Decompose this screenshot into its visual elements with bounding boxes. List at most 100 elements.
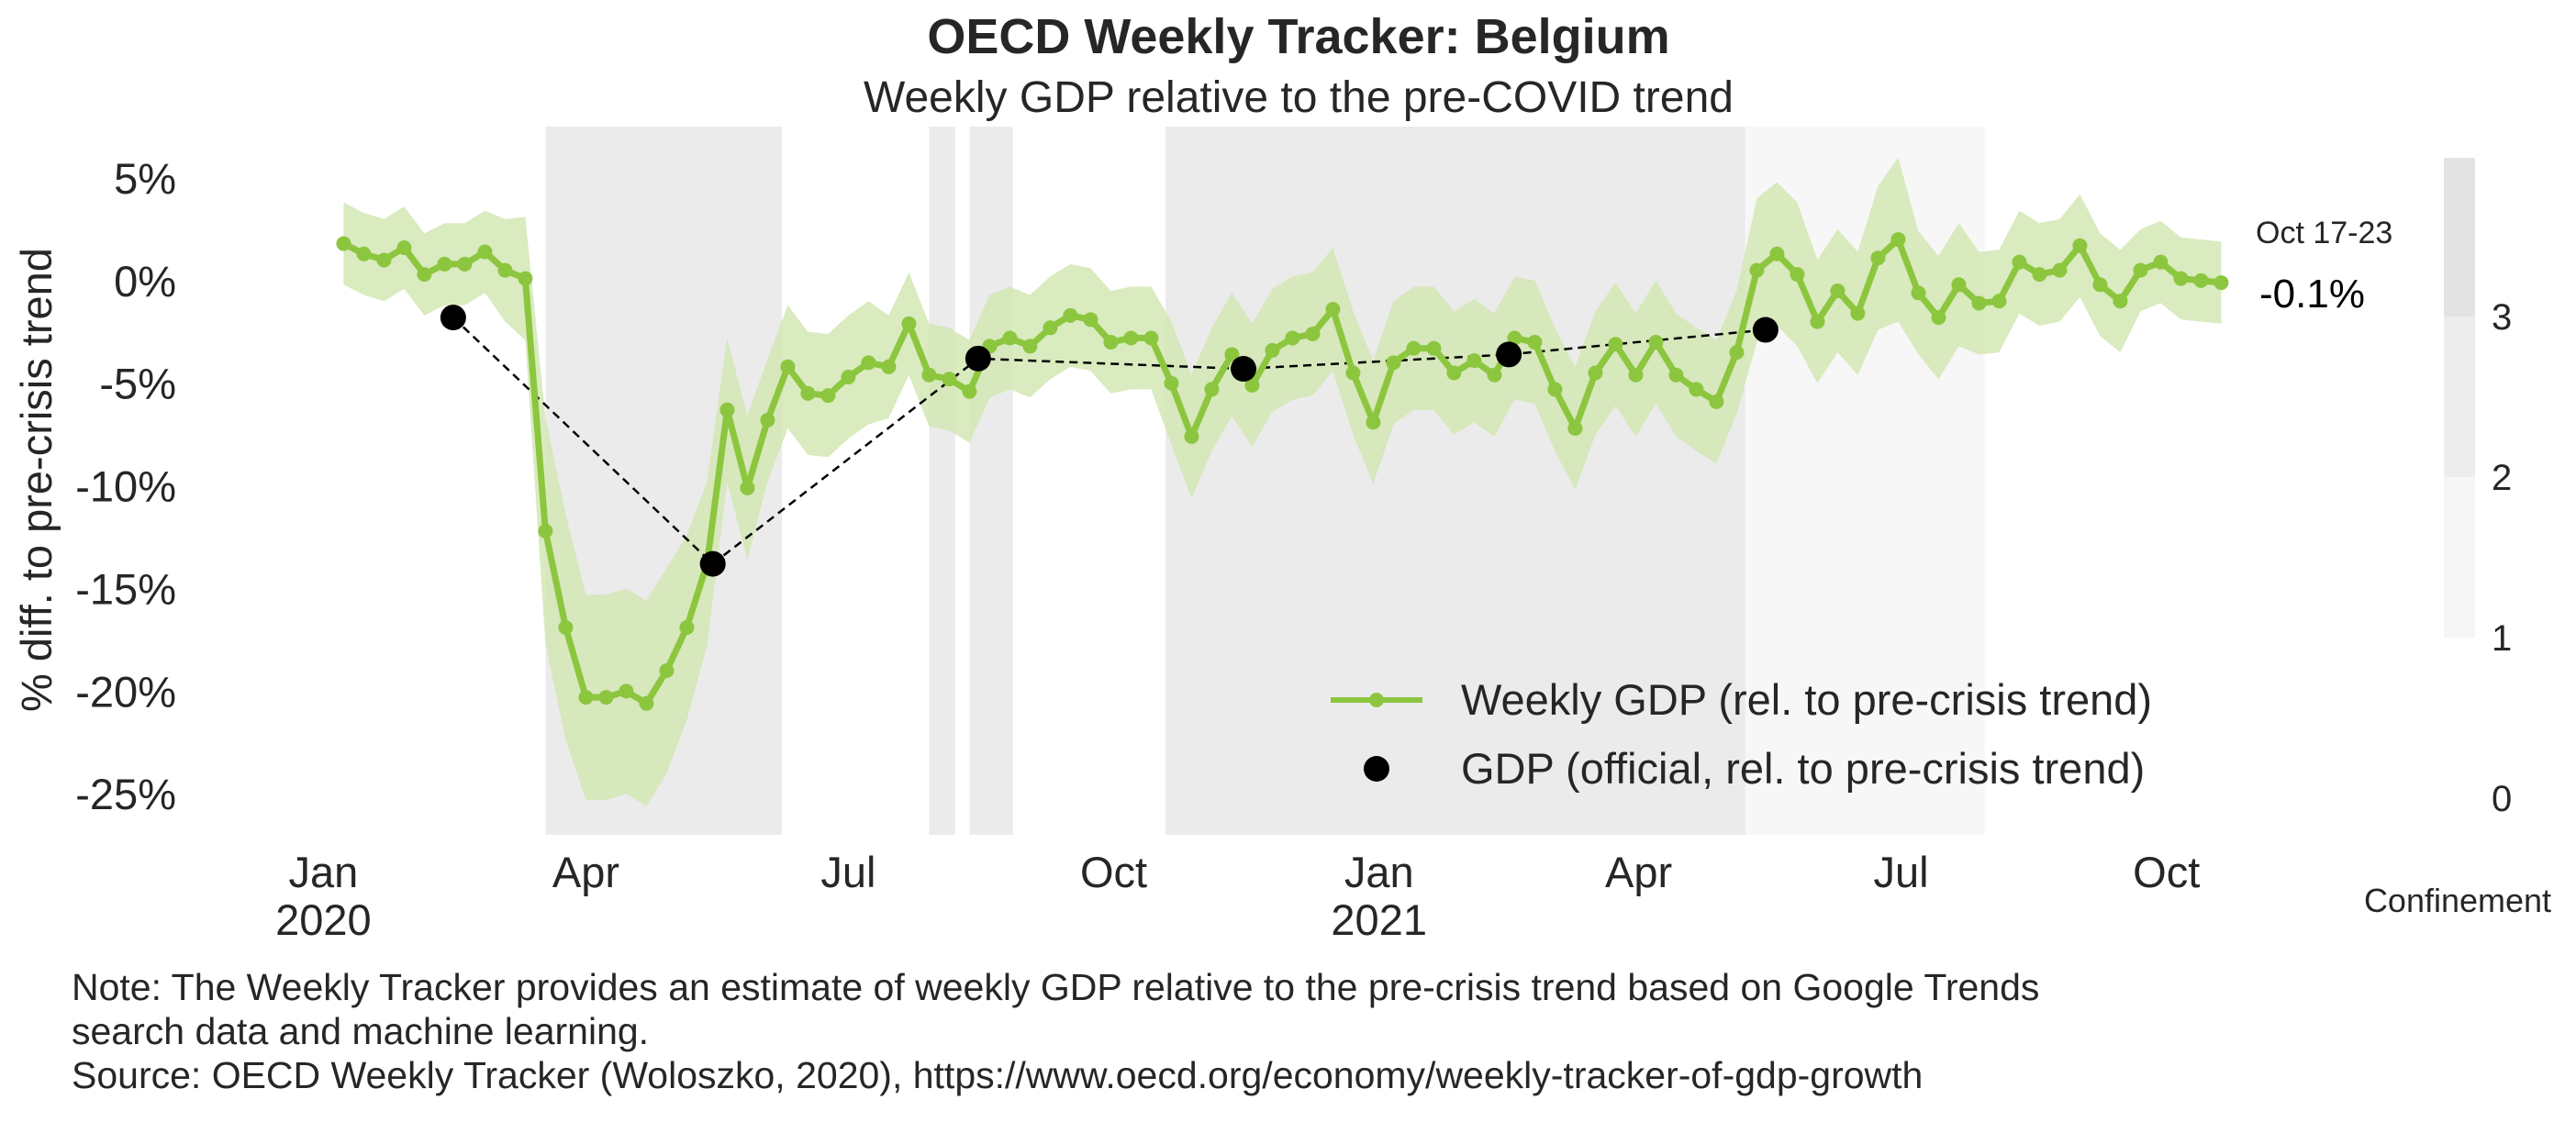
- x-tick-year-label: 2020: [275, 895, 372, 944]
- latest-value-label: -0.1%: [2259, 272, 2365, 317]
- legend-official-swatch: [1364, 756, 1389, 782]
- official-gdp-point: [699, 550, 726, 577]
- weekly-gdp-point: [2153, 254, 2169, 270]
- weekly-gdp-point: [760, 412, 775, 428]
- weekly-gdp-point: [719, 402, 735, 417]
- y-tick-label: -5%: [99, 360, 176, 408]
- footnote-line-3: Source: OECD Weekly Tracker (Woloszko, 2…: [72, 1054, 1924, 1096]
- official-gdp-point: [1752, 317, 1779, 343]
- weekly-gdp-point: [1507, 330, 1522, 346]
- weekly-gdp-point: [558, 619, 574, 635]
- weekly-gdp-point: [1184, 428, 1199, 444]
- weekly-gdp-point: [1043, 320, 1058, 336]
- weekly-gdp-point: [1103, 334, 1119, 350]
- confidence-band: [343, 157, 2222, 806]
- weekly-gdp-point: [1668, 367, 1684, 383]
- y-tick-label: -15%: [75, 564, 176, 613]
- colorbar-segment-lower: [2444, 477, 2475, 638]
- weekly-gdp-point: [1466, 353, 1482, 369]
- confinement-period-3: [969, 127, 1013, 835]
- weekly-gdp-point: [1204, 382, 1220, 397]
- weekly-gdp-point: [1325, 302, 1341, 317]
- legend-official-label: GDP (official, rel. to pre-crisis trend): [1461, 744, 2145, 793]
- weekly-gdp-point: [1123, 330, 1139, 346]
- weekly-gdp-point: [376, 252, 392, 268]
- weekly-gdp-point: [639, 695, 654, 711]
- weekly-gdp-point: [356, 246, 372, 261]
- y-tick-label: -25%: [75, 770, 176, 818]
- weekly-gdp-point: [1709, 394, 1724, 409]
- weekly-gdp-point: [1991, 294, 2007, 309]
- colorbar-segment-upper: [2444, 317, 2475, 477]
- weekly-gdp-point: [1022, 339, 1038, 354]
- weekly-gdp-line: [340, 236, 2225, 707]
- weekly-gdp-point: [336, 236, 351, 251]
- colorbar-segment-top: [2444, 158, 2475, 318]
- weekly-gdp-point: [1547, 382, 1563, 397]
- chart-title: OECD Weekly Tracker: Belgium: [927, 9, 1669, 64]
- weekly-gdp-point: [1063, 307, 1078, 323]
- weekly-gdp-point: [1890, 232, 1906, 248]
- weekly-gdp-point: [1628, 367, 1644, 383]
- weekly-gdp-point: [1567, 420, 1583, 436]
- colorbar-tick-label: 3: [2492, 297, 2512, 338]
- weekly-gdp-point: [901, 316, 917, 331]
- weekly-gdp-point: [1729, 345, 1745, 361]
- weekly-gdp-point: [1446, 365, 1462, 381]
- weekly-gdp-point: [2092, 277, 2108, 293]
- official-gdp-point: [965, 345, 991, 372]
- weekly-gdp-point: [1305, 327, 1321, 342]
- x-tick-year-label: 2021: [1331, 895, 1427, 944]
- weekly-gdp-point: [1769, 246, 1785, 261]
- footnote: Note: The Weekly Tracker provides an est…: [72, 965, 2504, 1097]
- weekly-gdp-point: [1911, 285, 1926, 301]
- weekly-gdp-point: [921, 367, 937, 383]
- official-gdp-markers: [440, 305, 1779, 577]
- legend-weekly-swatch-marker: [1369, 693, 1384, 707]
- weekly-gdp-point: [659, 662, 675, 678]
- weekly-gdp-point: [396, 240, 412, 256]
- x-tick-label: Apr: [552, 848, 619, 896]
- weekly-gdp-point: [1971, 295, 1987, 311]
- weekly-gdp-point: [1487, 367, 1502, 383]
- y-tick-label: -20%: [75, 667, 176, 716]
- weekly-gdp-point: [2113, 294, 2128, 309]
- weekly-gdp-point: [2133, 262, 2148, 278]
- weekly-gdp-point: [518, 271, 533, 286]
- official-gdp-point: [1496, 341, 1522, 368]
- y-tick-label: 5%: [114, 154, 176, 203]
- weekly-gdp-point: [820, 388, 836, 404]
- weekly-gdp-point: [1689, 382, 1704, 397]
- colorbar-tick-label: 1: [2492, 618, 2512, 659]
- weekly-gdp-point: [598, 690, 614, 705]
- weekly-gdp-point: [1588, 365, 1603, 381]
- weekly-gdp-point: [679, 619, 695, 635]
- weekly-gdp-point: [1749, 262, 1765, 278]
- weekly-gdp-point: [1931, 310, 1946, 326]
- x-tick-label: Jul: [1874, 848, 1929, 896]
- official-gdp-connector: [452, 317, 1767, 566]
- x-tick-label: Oct: [2133, 848, 2200, 896]
- weekly-gdp-point: [497, 262, 513, 278]
- weekly-gdp-point: [417, 267, 432, 283]
- weekly-gdp-point: [2052, 262, 2068, 278]
- weekly-gdp-point: [1285, 330, 1300, 346]
- weekly-gdp-point: [477, 244, 493, 260]
- weekly-gdp-point: [538, 523, 553, 539]
- weekly-gdp-point: [881, 359, 897, 374]
- official-gdp-dashed-line: [452, 317, 1767, 566]
- confinement-colorbar-label: Confinement: [2364, 882, 2551, 919]
- weekly-gdp-point: [1366, 415, 1381, 430]
- legend: Weekly GDP (rel. to pre-crisis trend) GD…: [1331, 675, 2152, 793]
- footnote-line-2: search data and machine learning.: [72, 1010, 650, 1052]
- weekly-gdp-point: [1002, 330, 1018, 346]
- weekly-gdp-point: [1386, 355, 1401, 371]
- chart-subtitle: Weekly GDP relative to the pre-COVID tre…: [864, 73, 1734, 122]
- weekly-gdp-point: [1265, 342, 1280, 358]
- weekly-gdp-point: [2193, 272, 2209, 288]
- weekly-gdp-point: [1790, 267, 1805, 283]
- weekly-gdp-point: [962, 383, 977, 399]
- weekly-gdp-point: [942, 372, 957, 387]
